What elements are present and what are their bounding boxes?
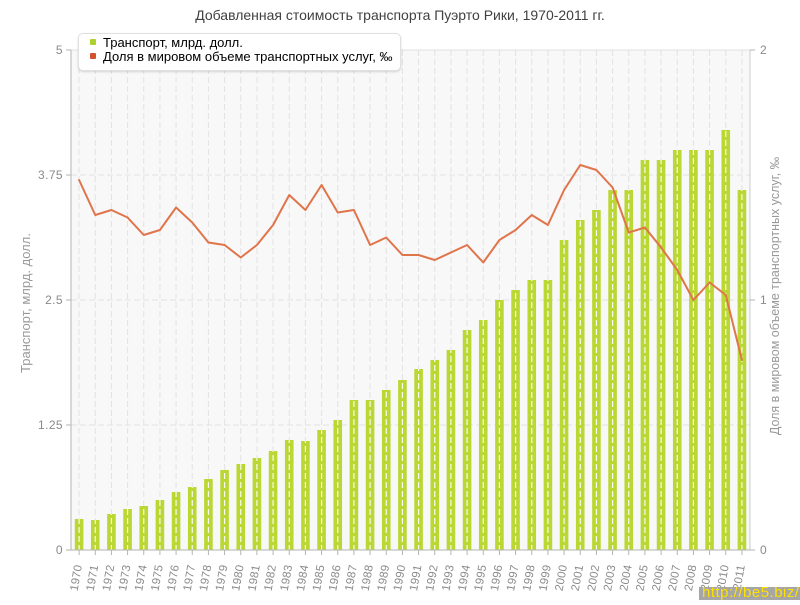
- svg-text:2: 2: [760, 43, 767, 57]
- svg-text:1987: 1987: [343, 564, 359, 592]
- svg-text:1988: 1988: [360, 564, 376, 592]
- svg-text:1975: 1975: [149, 564, 165, 592]
- svg-text:1995: 1995: [473, 564, 489, 592]
- svg-text:1971: 1971: [85, 564, 101, 592]
- svg-text:Добавленная стоимость транспор: Добавленная стоимость транспорта Пуэрто …: [195, 7, 605, 23]
- svg-text:1992: 1992: [424, 564, 440, 592]
- svg-text:1989: 1989: [376, 564, 392, 592]
- svg-text:2006: 2006: [651, 564, 667, 592]
- svg-text:1997: 1997: [505, 564, 521, 592]
- svg-text:1974: 1974: [133, 564, 149, 592]
- svg-text:1999: 1999: [537, 564, 553, 592]
- svg-text:1984: 1984: [295, 564, 311, 592]
- svg-text:1: 1: [760, 293, 767, 307]
- svg-text:1.25: 1.25: [38, 418, 63, 432]
- svg-text:1985: 1985: [311, 564, 327, 592]
- svg-text:1993: 1993: [440, 564, 456, 592]
- svg-text:1970: 1970: [69, 564, 85, 592]
- svg-text:1986: 1986: [327, 564, 343, 592]
- svg-text:5: 5: [56, 43, 63, 57]
- svg-text:2001: 2001: [570, 564, 586, 592]
- svg-text:2003: 2003: [602, 564, 618, 592]
- svg-text:1977: 1977: [182, 564, 198, 592]
- svg-text:0: 0: [56, 543, 63, 557]
- svg-text:2007: 2007: [667, 564, 683, 592]
- svg-text:1996: 1996: [489, 564, 505, 592]
- svg-text:1983: 1983: [279, 564, 295, 592]
- svg-text:1981: 1981: [246, 564, 262, 592]
- svg-text:2.5: 2.5: [45, 293, 63, 307]
- svg-text:1976: 1976: [166, 564, 182, 592]
- svg-text:Транспорт, млрд. долл.: Транспорт, млрд. долл.: [18, 233, 33, 373]
- svg-text:2009: 2009: [699, 564, 715, 592]
- svg-text:3.75: 3.75: [38, 168, 63, 182]
- svg-text:1991: 1991: [408, 564, 424, 592]
- svg-text:2008: 2008: [683, 564, 699, 592]
- svg-text:2011: 2011: [732, 564, 748, 591]
- svg-text:1973: 1973: [117, 564, 133, 592]
- svg-text:1998: 1998: [521, 564, 537, 592]
- svg-text:1979: 1979: [214, 564, 230, 592]
- svg-text:2005: 2005: [634, 564, 650, 592]
- svg-text:1994: 1994: [457, 564, 473, 592]
- svg-text:2002: 2002: [586, 564, 602, 592]
- svg-text:1972: 1972: [101, 564, 117, 592]
- svg-text:1990: 1990: [392, 564, 408, 592]
- svg-text:0: 0: [760, 543, 767, 557]
- svg-text:2004: 2004: [618, 564, 634, 592]
- svg-text:2000: 2000: [554, 564, 570, 592]
- svg-text:2010: 2010: [715, 564, 731, 592]
- svg-text:1978: 1978: [198, 564, 214, 592]
- svg-text:Доля в мировом объеме транспор: Доля в мировом объеме транспортных услуг…: [768, 156, 782, 435]
- svg-text:1980: 1980: [230, 564, 246, 592]
- svg-text:1982: 1982: [263, 564, 279, 592]
